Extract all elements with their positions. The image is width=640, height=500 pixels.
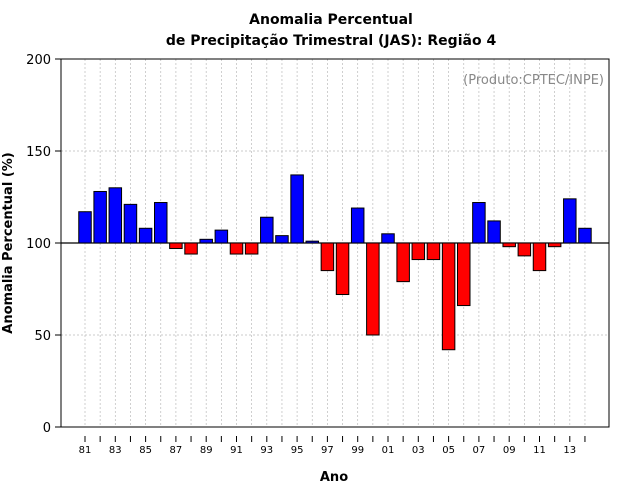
x-tick-label: 97 [321,445,334,456]
x-axis-title: Ano [320,470,348,485]
y-tick-label: 100 [26,237,51,252]
x-tick-label: 89 [200,445,213,456]
bar-1981 [78,211,92,244]
bars [78,174,592,351]
bar-2005 [441,242,456,351]
x-tick-label: 81 [79,445,92,456]
x-tick-label: 91 [230,445,243,456]
y-tick-label: 0 [43,421,51,436]
x-tick-label: 95 [291,445,304,456]
bar-1983 [108,187,123,244]
x-axis-ticks: 81 83 85 87 89 91 93 95 97 99 01 03 05 07 09 11 13 [79,436,586,456]
y-axis-ticks: 0 50 100 150 200 [26,53,61,436]
bar-1988 [184,242,198,255]
y-tick-label: 200 [26,53,51,68]
x-tick-label: 99 [351,445,364,456]
x-tick-label: 07 [473,445,486,456]
bar-1990 [214,229,229,244]
bar-2009 [502,242,516,248]
bar-2007 [472,202,486,244]
bar-1996 [305,240,319,244]
y-tick-label: 50 [34,329,51,344]
bar-2011 [532,242,547,272]
chart-title-line2: de Precipitação Trimestral (JAS): Região… [166,33,497,49]
bar-2001 [381,233,395,244]
y-tick-label: 150 [26,145,51,160]
x-tick-label: 85 [139,445,152,456]
x-tick-label: 11 [533,445,546,456]
bar-1984 [123,203,138,244]
bar-1982 [93,190,107,244]
chart-title-line1: Anomalia Percentual [249,12,413,28]
x-tick-label: 87 [170,445,183,456]
x-tick-label: 93 [260,445,273,456]
x-tick-label: 83 [109,445,122,456]
bar-1986 [154,202,168,244]
bar-2000 [366,242,380,336]
x-tick-label: 09 [503,445,516,456]
bar-2013 [563,198,577,244]
bar-2012 [547,242,562,248]
bar-2010 [517,242,532,257]
bar-2006 [457,242,471,307]
bar-2002 [396,242,410,283]
bar-1991 [229,242,244,255]
bar-1998 [335,242,350,296]
source-label: (Produto:CPTEC/INPE) [463,73,604,88]
bar-1997 [320,242,335,272]
x-tick-label: 03 [412,445,425,456]
bar-1995 [290,174,304,244]
bar-2014 [578,227,592,244]
bar-1999 [350,207,365,244]
x-tick-label: 05 [442,445,455,456]
x-tick-label: 01 [382,445,395,456]
bar-1992 [244,242,259,255]
bar-1987 [169,242,183,250]
bar-2008 [487,220,501,244]
bar-1994 [275,235,289,244]
bar-2004 [426,242,441,261]
bar-2003 [411,242,426,261]
bar-1985 [138,227,153,244]
x-tick-label: 13 [563,445,576,456]
bar-1993 [260,216,274,244]
y-axis-title: Anomalia Percentual (%) [1,152,16,333]
bar-1989 [199,238,213,244]
